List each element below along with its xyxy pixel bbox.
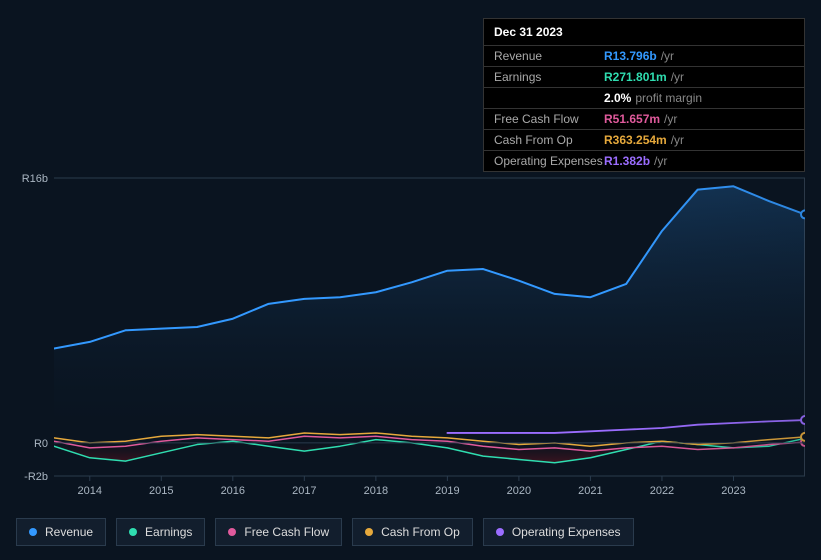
chart-area[interactable]: R16b R0 -R2b 2014 2015 2016 2017 2018 2019 2020 20…: [16, 160, 805, 500]
legend-dot-icon: [365, 528, 373, 536]
svg-text:2015: 2015: [149, 485, 173, 497]
svg-text:2023: 2023: [721, 485, 745, 497]
legend-dot-icon: [129, 528, 137, 536]
tooltip-suffix: /yr: [671, 133, 684, 147]
tooltip-rows: RevenueR13.796b/yrEarningsR271.801m/yr2.…: [484, 46, 804, 171]
tooltip-value: R271.801m: [604, 70, 667, 84]
tooltip-label: [494, 91, 604, 105]
tooltip-row: Free Cash FlowR51.657m/yr: [484, 109, 804, 130]
tooltip-value-wrap: R1.382b/yr: [604, 154, 667, 168]
tooltip-label: Earnings: [494, 70, 604, 84]
tooltip-suffix: /yr: [661, 49, 674, 63]
legend-label: Operating Expenses: [512, 525, 621, 539]
legend-item[interactable]: Operating Expenses: [483, 518, 634, 546]
legend-label: Free Cash Flow: [244, 525, 329, 539]
svg-text:-R2b: -R2b: [24, 471, 48, 483]
tooltip-label: Cash From Op: [494, 133, 604, 147]
legend-item[interactable]: Free Cash Flow: [215, 518, 342, 546]
legend-item[interactable]: Cash From Op: [352, 518, 473, 546]
svg-text:R0: R0: [34, 438, 48, 450]
tooltip-date: Dec 31 2023: [484, 19, 804, 46]
svg-text:2022: 2022: [650, 485, 674, 497]
svg-text:R16b: R16b: [22, 173, 48, 185]
legend-dot-icon: [29, 528, 37, 536]
legend-dot-icon: [496, 528, 504, 536]
tooltip-value: R13.796b: [604, 49, 657, 63]
tooltip-value-wrap: R271.801m/yr: [604, 70, 684, 84]
tooltip-value: R51.657m: [604, 112, 660, 126]
tooltip-value: 2.0%: [604, 91, 631, 105]
svg-text:2016: 2016: [221, 485, 245, 497]
data-tooltip: Dec 31 2023 RevenueR13.796b/yrEarningsR2…: [483, 18, 805, 172]
tooltip-label: Free Cash Flow: [494, 112, 604, 126]
svg-text:2014: 2014: [78, 485, 102, 497]
legend-item[interactable]: Earnings: [116, 518, 205, 546]
legend-label: Earnings: [145, 525, 192, 539]
tooltip-row: EarningsR271.801m/yr: [484, 67, 804, 88]
tooltip-label: Operating Expenses: [494, 154, 604, 168]
tooltip-suffix: profit margin: [635, 91, 702, 105]
svg-text:2018: 2018: [364, 485, 388, 497]
tooltip-value-wrap: R363.254m/yr: [604, 133, 684, 147]
tooltip-suffix: /yr: [654, 154, 667, 168]
svg-text:2020: 2020: [507, 485, 531, 497]
tooltip-row: 2.0% profit margin: [484, 88, 804, 109]
svg-text:2017: 2017: [292, 485, 316, 497]
tooltip-value-wrap: R51.657m/yr: [604, 112, 677, 126]
tooltip-label: Revenue: [494, 49, 604, 63]
chart-container: Dec 31 2023 RevenueR13.796b/yrEarningsR2…: [0, 0, 821, 560]
tooltip-value: R1.382b: [604, 154, 650, 168]
legend-item[interactable]: Revenue: [16, 518, 106, 546]
tooltip-row: RevenueR13.796b/yr: [484, 46, 804, 67]
tooltip-value: R363.254m: [604, 133, 667, 147]
tooltip-value-wrap: 2.0% profit margin: [604, 91, 702, 105]
tooltip-row: Operating ExpensesR1.382b/yr: [484, 151, 804, 171]
legend-label: Cash From Op: [381, 525, 460, 539]
chart-legend: Revenue Earnings Free Cash Flow Cash From O…: [16, 518, 634, 546]
svg-text:2021: 2021: [578, 485, 602, 497]
svg-text:2019: 2019: [435, 485, 459, 497]
legend-label: Revenue: [45, 525, 93, 539]
tooltip-suffix: /yr: [671, 70, 684, 84]
line-chart-svg: R16b R0 -R2b 2014 2015 2016 2017 2018 2019 2020 20…: [16, 160, 805, 500]
tooltip-row: Cash From OpR363.254m/yr: [484, 130, 804, 151]
tooltip-suffix: /yr: [664, 112, 677, 126]
tooltip-value-wrap: R13.796b/yr: [604, 49, 674, 63]
legend-dot-icon: [228, 528, 236, 536]
